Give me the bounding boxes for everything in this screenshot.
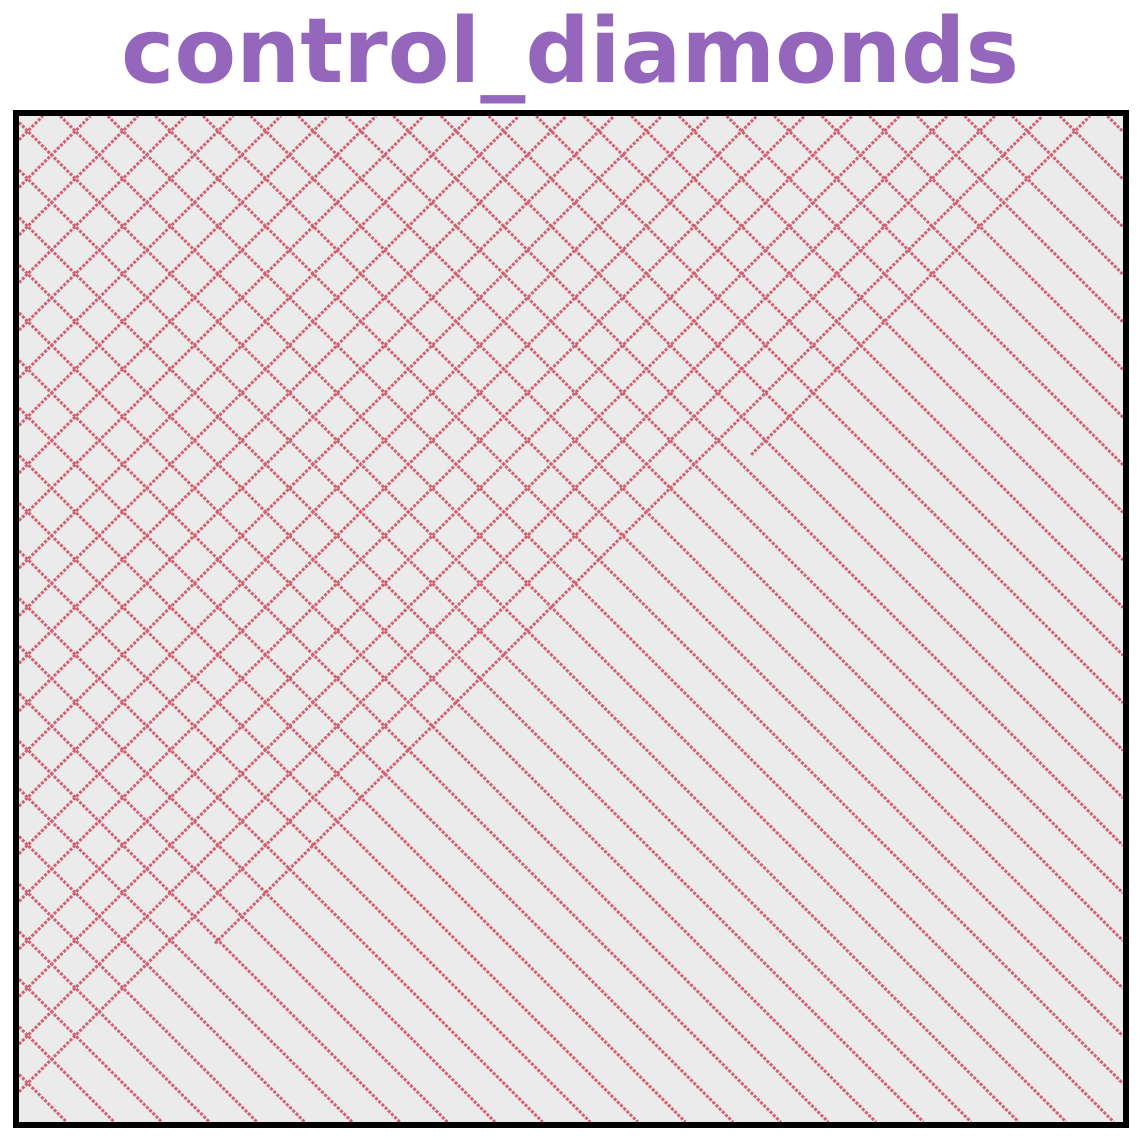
descending-line-10 <box>19 644 497 1122</box>
ascending-line-11 <box>19 116 568 665</box>
ascending-line-5 <box>19 116 282 379</box>
page-title: control_diamonds <box>120 0 1020 104</box>
diamond-lattice <box>19 116 1123 1122</box>
descending-line-5 <box>19 882 259 1122</box>
descending-line-9 <box>19 692 449 1122</box>
ascending-line-14 <box>19 116 711 808</box>
descending-line-24 <box>154 116 1123 1085</box>
descending-line-41 <box>963 116 1123 276</box>
descending-line-35 <box>677 116 1123 562</box>
ascending-line-1 <box>19 116 92 189</box>
descending-line-6 <box>19 835 306 1122</box>
ascending-line-18 <box>19 116 901 998</box>
descending-line-4 <box>19 930 211 1122</box>
descending-line-32 <box>535 116 1123 704</box>
descending-line-27 <box>297 116 1123 942</box>
ascending-line-9 <box>19 116 473 570</box>
ascending-line-19 <box>19 116 949 1046</box>
descending-line-21 <box>19 121 1020 1122</box>
descending-line-7 <box>19 787 354 1122</box>
ascending-line-16 <box>19 116 806 903</box>
descending-line-36 <box>725 116 1123 514</box>
descending-line-3 <box>19 978 163 1122</box>
descending-line-25 <box>201 116 1123 1038</box>
descending-line-38 <box>820 116 1123 419</box>
descending-line-20 <box>19 168 973 1122</box>
descending-line-28 <box>344 116 1123 895</box>
descending-line-31 <box>487 116 1123 752</box>
ascending-line-4 <box>19 116 235 332</box>
descending-line-29 <box>392 116 1123 847</box>
ascending-line-7 <box>19 116 378 475</box>
descending-line-16 <box>19 359 782 1122</box>
descending-line-1 <box>19 1073 68 1122</box>
descending-line-23 <box>106 116 1115 1122</box>
ascending-line-3 <box>19 116 187 284</box>
descending-line-15 <box>19 406 735 1122</box>
descending-line-17 <box>19 311 830 1122</box>
descending-line-11 <box>19 597 544 1122</box>
descending-line-33 <box>582 116 1123 657</box>
descending-line-13 <box>19 502 639 1122</box>
descending-line-22 <box>59 116 1068 1122</box>
descending-line-8 <box>19 740 401 1122</box>
ascending-line-13 <box>19 116 663 760</box>
descending-line-2 <box>19 1025 116 1122</box>
ascending-line-10 <box>19 116 520 617</box>
ascending-line-15 <box>19 116 758 855</box>
descending-line-14 <box>19 454 687 1122</box>
descending-line-40 <box>915 116 1123 324</box>
ascending-line-6 <box>19 116 330 427</box>
ascending-line-0 <box>19 116 44 141</box>
descending-line-30 <box>439 116 1123 800</box>
ascending-line-2 <box>19 116 140 237</box>
ascending-line-22 <box>750 116 1092 456</box>
diamond-grid-canvas <box>13 110 1129 1128</box>
ascending-line-21 <box>213 116 1044 945</box>
descending-line-42 <box>1011 116 1123 228</box>
descending-line-43 <box>1058 116 1123 181</box>
descending-line-34 <box>630 116 1123 609</box>
descending-line-44 <box>1106 116 1123 133</box>
ascending-line-8 <box>19 116 425 522</box>
descending-line-37 <box>773 116 1123 466</box>
ascending-line-20 <box>19 116 996 1093</box>
descending-line-39 <box>868 116 1123 371</box>
ascending-line-12 <box>19 116 616 713</box>
descending-line-18 <box>19 264 877 1122</box>
ascending-line-17 <box>19 116 854 951</box>
descending-line-12 <box>19 549 592 1122</box>
descending-line-26 <box>249 116 1123 990</box>
